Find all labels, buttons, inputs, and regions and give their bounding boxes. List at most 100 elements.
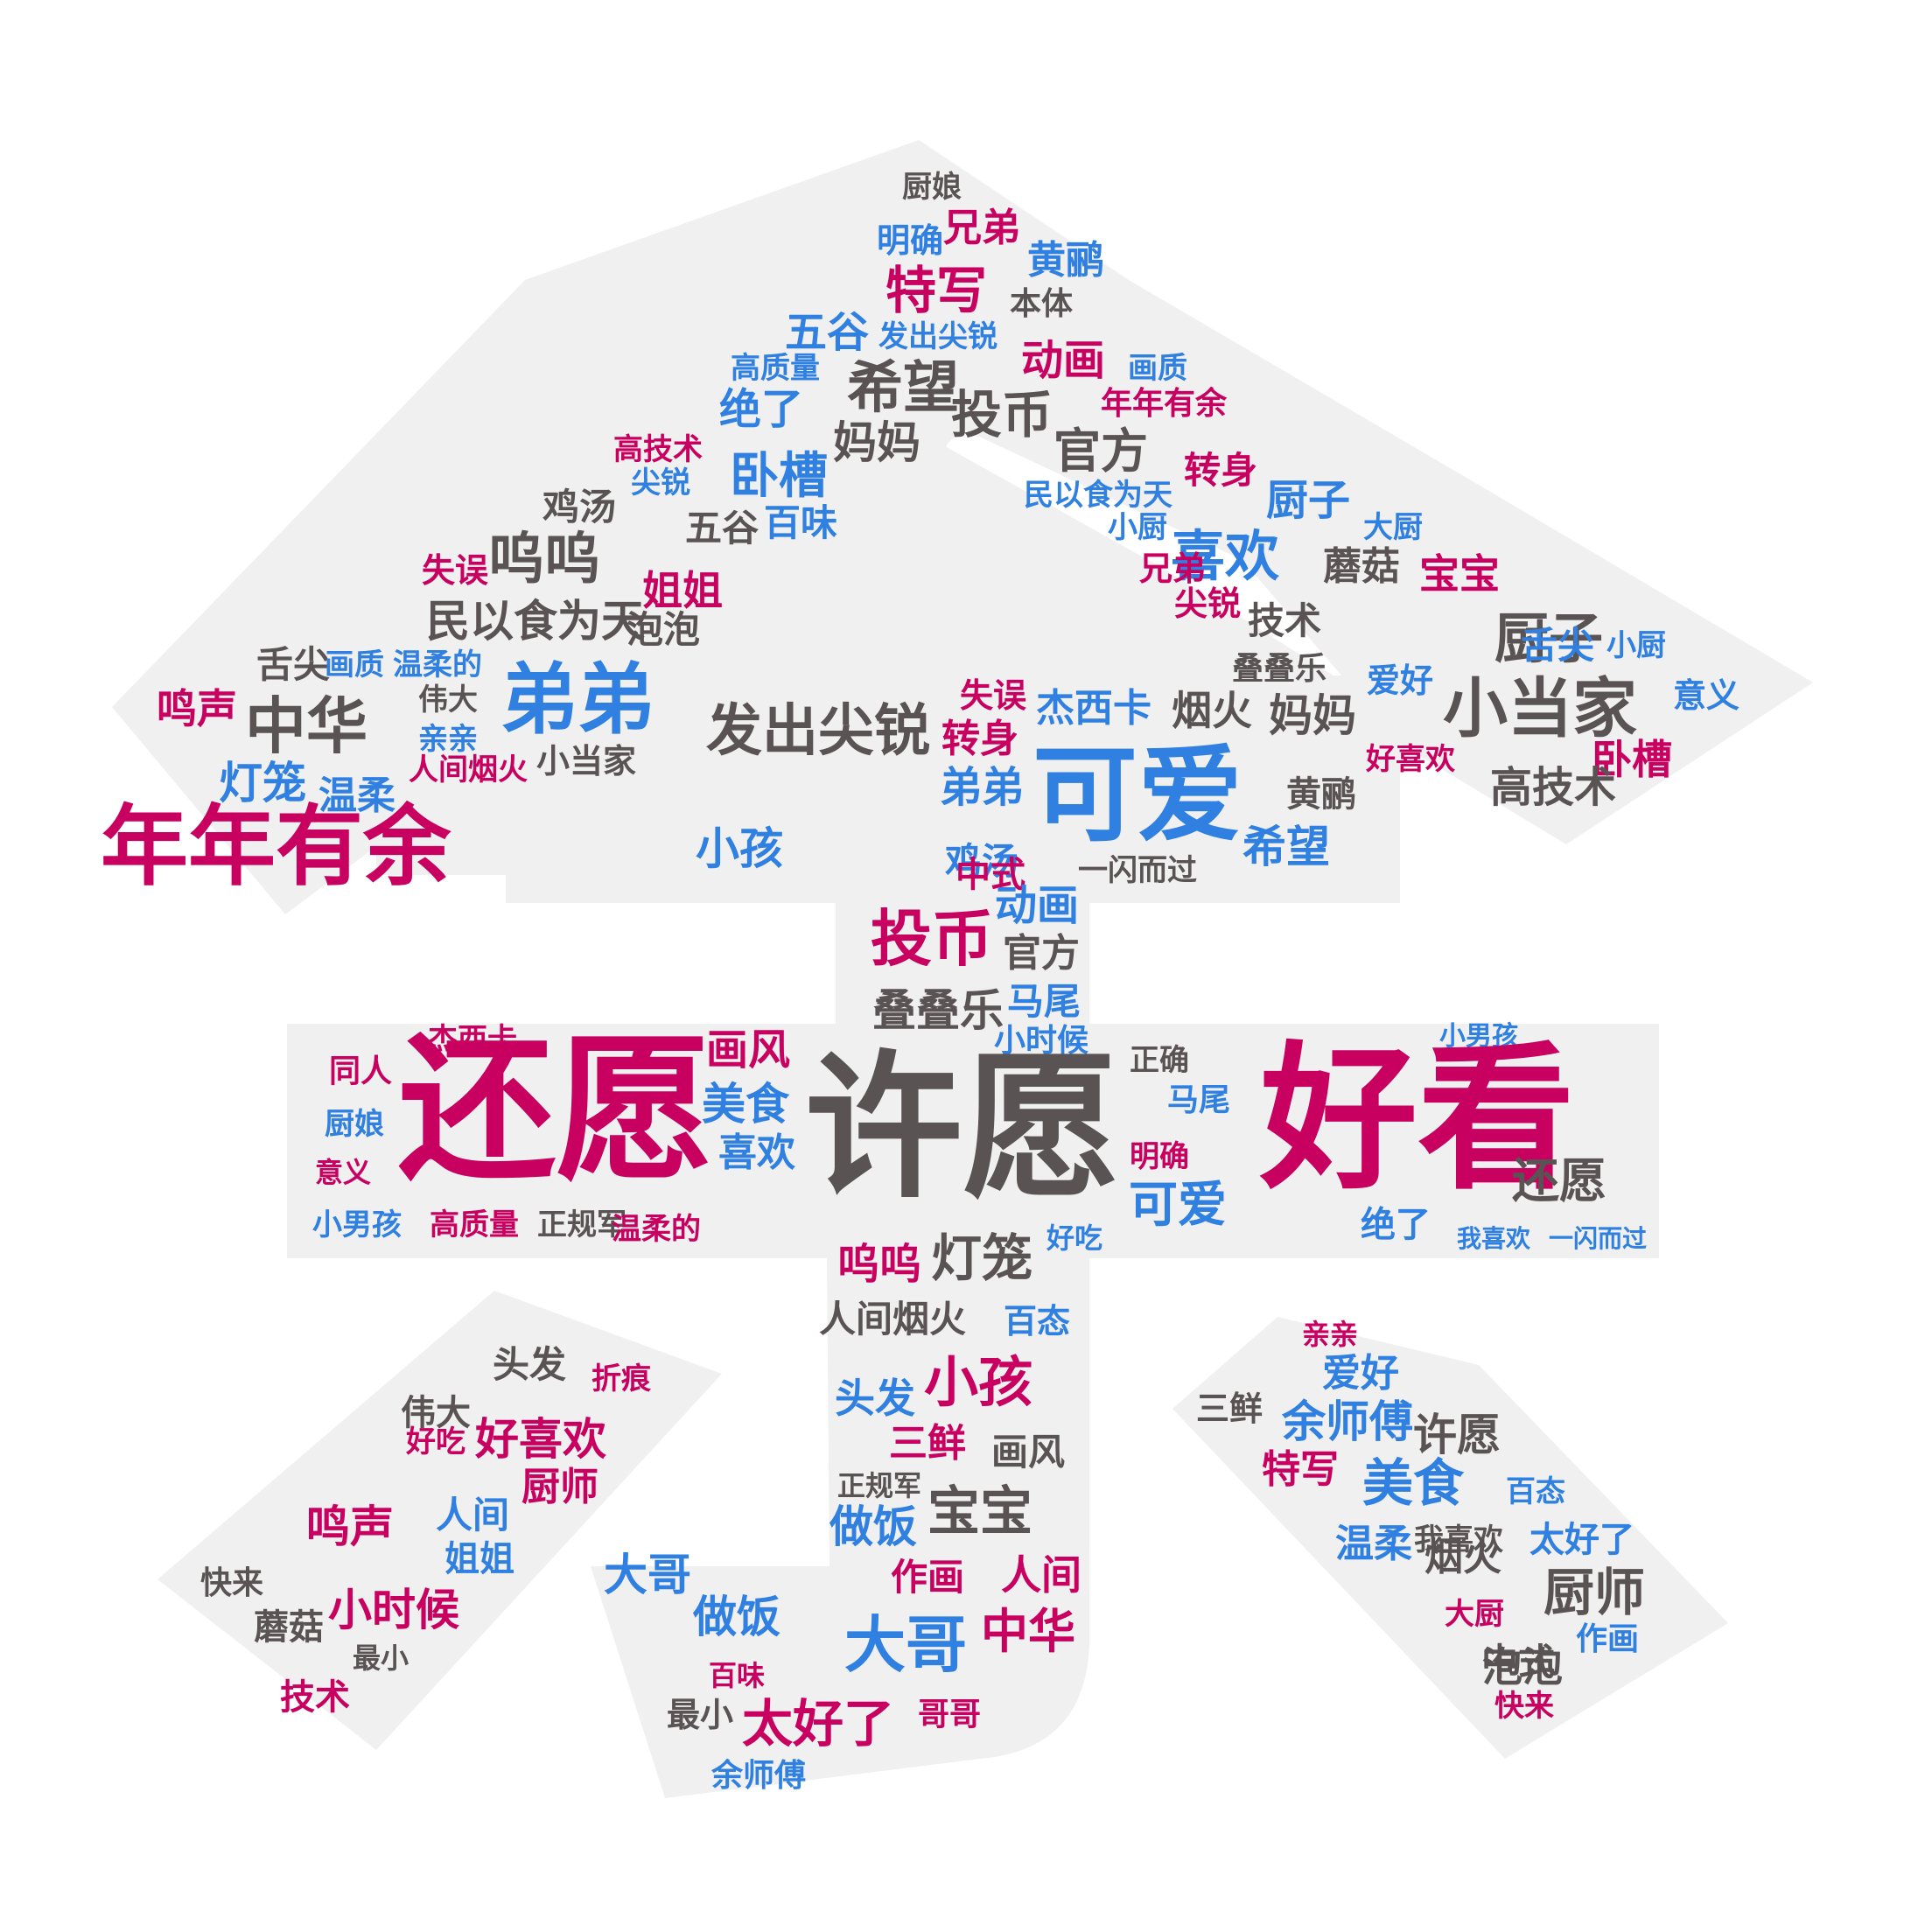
word-144: 做饭 <box>693 1592 780 1642</box>
word-148: 大厨 <box>1445 1597 1504 1632</box>
word-141: 厨师 <box>1543 1563 1646 1622</box>
word-11: 希望 <box>847 356 959 421</box>
word-66: 温柔 <box>318 774 396 818</box>
word-33: 兄弟 <box>1138 550 1207 588</box>
word-28: 呜呜 <box>488 528 600 592</box>
word-43: 画质 <box>325 648 384 682</box>
word-85: 正确 <box>1130 1043 1189 1078</box>
word-135: 太好了 <box>1530 1520 1634 1560</box>
word-37: 泡泡 <box>626 608 701 651</box>
word-60: 灯笼 <box>219 758 306 808</box>
word-55: 烟火 <box>1172 687 1252 734</box>
word-80: 叠叠乐 <box>872 985 1004 1036</box>
word-139: 人间 <box>1001 1551 1082 1599</box>
word-92: 厨娘 <box>325 1107 384 1142</box>
word-20: 转身 <box>1183 449 1258 492</box>
word-120: 许愿 <box>1413 1410 1501 1460</box>
word-115: 爱好 <box>1322 1351 1399 1396</box>
word-8: 动画 <box>1020 336 1106 385</box>
upper-bar-shape <box>506 676 1400 903</box>
word-90: 美食 <box>702 1079 789 1130</box>
word-3: 黄鹂 <box>1027 238 1104 283</box>
word-152: 中式 <box>1480 1641 1556 1684</box>
word-39: 厨子 <box>1494 606 1604 670</box>
word-88: 许愿 <box>804 1037 1121 1220</box>
word-124: 画风 <box>990 1431 1066 1474</box>
word-50: 中华 <box>245 690 368 762</box>
word-14: 绝了 <box>718 385 804 434</box>
word-84: 小时候 <box>993 1023 1089 1059</box>
word-44: 温柔的 <box>393 648 482 682</box>
word-46: 爱好 <box>1366 662 1434 700</box>
word-38: 技术 <box>1247 599 1322 642</box>
word-48: 意义 <box>1672 676 1740 715</box>
word-126: 美食 <box>1362 1453 1465 1513</box>
word-52: 发出尖锐 <box>706 699 930 764</box>
word-157: 哥哥 <box>917 1697 982 1732</box>
word-67: 弟弟 <box>939 763 1025 812</box>
word-94: 喜欢 <box>718 1130 795 1175</box>
right-stroke-shape <box>1172 1317 1728 1759</box>
word-19: 卧槽 <box>730 448 828 505</box>
word-40: 舌尖 <box>1520 624 1595 667</box>
word-159: 余师傅 <box>710 1758 807 1794</box>
word-24: 五谷 <box>684 507 760 550</box>
word-45: 叠叠乐 <box>1231 651 1327 687</box>
word-133: 温柔 <box>1335 1522 1412 1566</box>
word-27: 大厨 <box>1363 510 1423 545</box>
word-111: 折痕 <box>592 1362 651 1396</box>
word-83: 画风 <box>705 1026 791 1074</box>
word-151: 百味 <box>708 1659 766 1692</box>
word-91: 马尾 <box>1166 1082 1231 1118</box>
word-99: 高质量 <box>430 1208 519 1242</box>
word-116: 伟大 <box>401 1393 471 1433</box>
word-104: 我喜欢 <box>1456 1224 1531 1253</box>
left-stroke-shape <box>158 1291 722 1750</box>
word-63: 可爱 <box>1032 735 1242 857</box>
word-0: 厨娘 <box>902 170 962 205</box>
word-10: 画质 <box>1128 351 1187 386</box>
word-75: 一闪而过 <box>1078 853 1197 888</box>
main-bar-shape <box>287 1024 1659 1258</box>
word-131: 宝宝 <box>928 1481 1032 1543</box>
word-119: 余师傅 <box>1282 1396 1413 1447</box>
word-117: 好喜欢 <box>475 1414 606 1465</box>
word-87: 还愿 <box>397 1019 714 1202</box>
word-102: 好吃 <box>1046 1222 1103 1255</box>
word-114: 亲亲 <box>1301 1318 1359 1351</box>
word-12: 投币 <box>950 385 1054 444</box>
word-106: 呜呜 <box>836 1240 922 1289</box>
word-17: 高技术 <box>613 432 703 467</box>
word-41: 小厨 <box>1606 628 1666 663</box>
word-127: 百态 <box>1506 1474 1565 1509</box>
word-95: 可爱 <box>1129 1177 1227 1234</box>
word-31: 失误 <box>421 551 489 590</box>
word-109: 百态 <box>1003 1302 1071 1340</box>
word-16: 官方 <box>1054 424 1148 479</box>
word-79: 马尾 <box>1006 980 1082 1023</box>
word-82: 小男孩 <box>1439 1021 1518 1052</box>
word-146: 大哥 <box>844 1609 967 1681</box>
word-30: 蘑菇 <box>1323 544 1400 589</box>
word-18: 尖锐 <box>631 466 690 500</box>
word-158: 快来 <box>1494 1689 1554 1724</box>
word-51: 伟大 <box>418 682 478 718</box>
word-32: 姐姐 <box>642 567 723 614</box>
word-86: 同人 <box>328 1054 393 1089</box>
word-64: 好喜欢 <box>1366 742 1455 777</box>
word-47: 弟弟 <box>500 654 655 745</box>
word-29: 喜欢 <box>1170 524 1280 588</box>
word-89: 好看 <box>1259 1028 1576 1211</box>
word-65: 卧槽 <box>1592 736 1672 783</box>
word-121: 好吃 <box>406 1424 466 1460</box>
word-150: 最小 <box>352 1642 410 1675</box>
word-1: 兄弟 <box>943 206 1020 250</box>
word-34: 宝宝 <box>1419 550 1500 598</box>
word-112: 头发 <box>835 1375 915 1422</box>
word-129: 鸣声 <box>306 1502 394 1552</box>
word-118: 三鲜 <box>1195 1390 1264 1428</box>
word-53: 失误 <box>959 676 1027 715</box>
word-132: 做饭 <box>830 1502 917 1552</box>
word-23: 鸡汤 <box>542 486 617 528</box>
